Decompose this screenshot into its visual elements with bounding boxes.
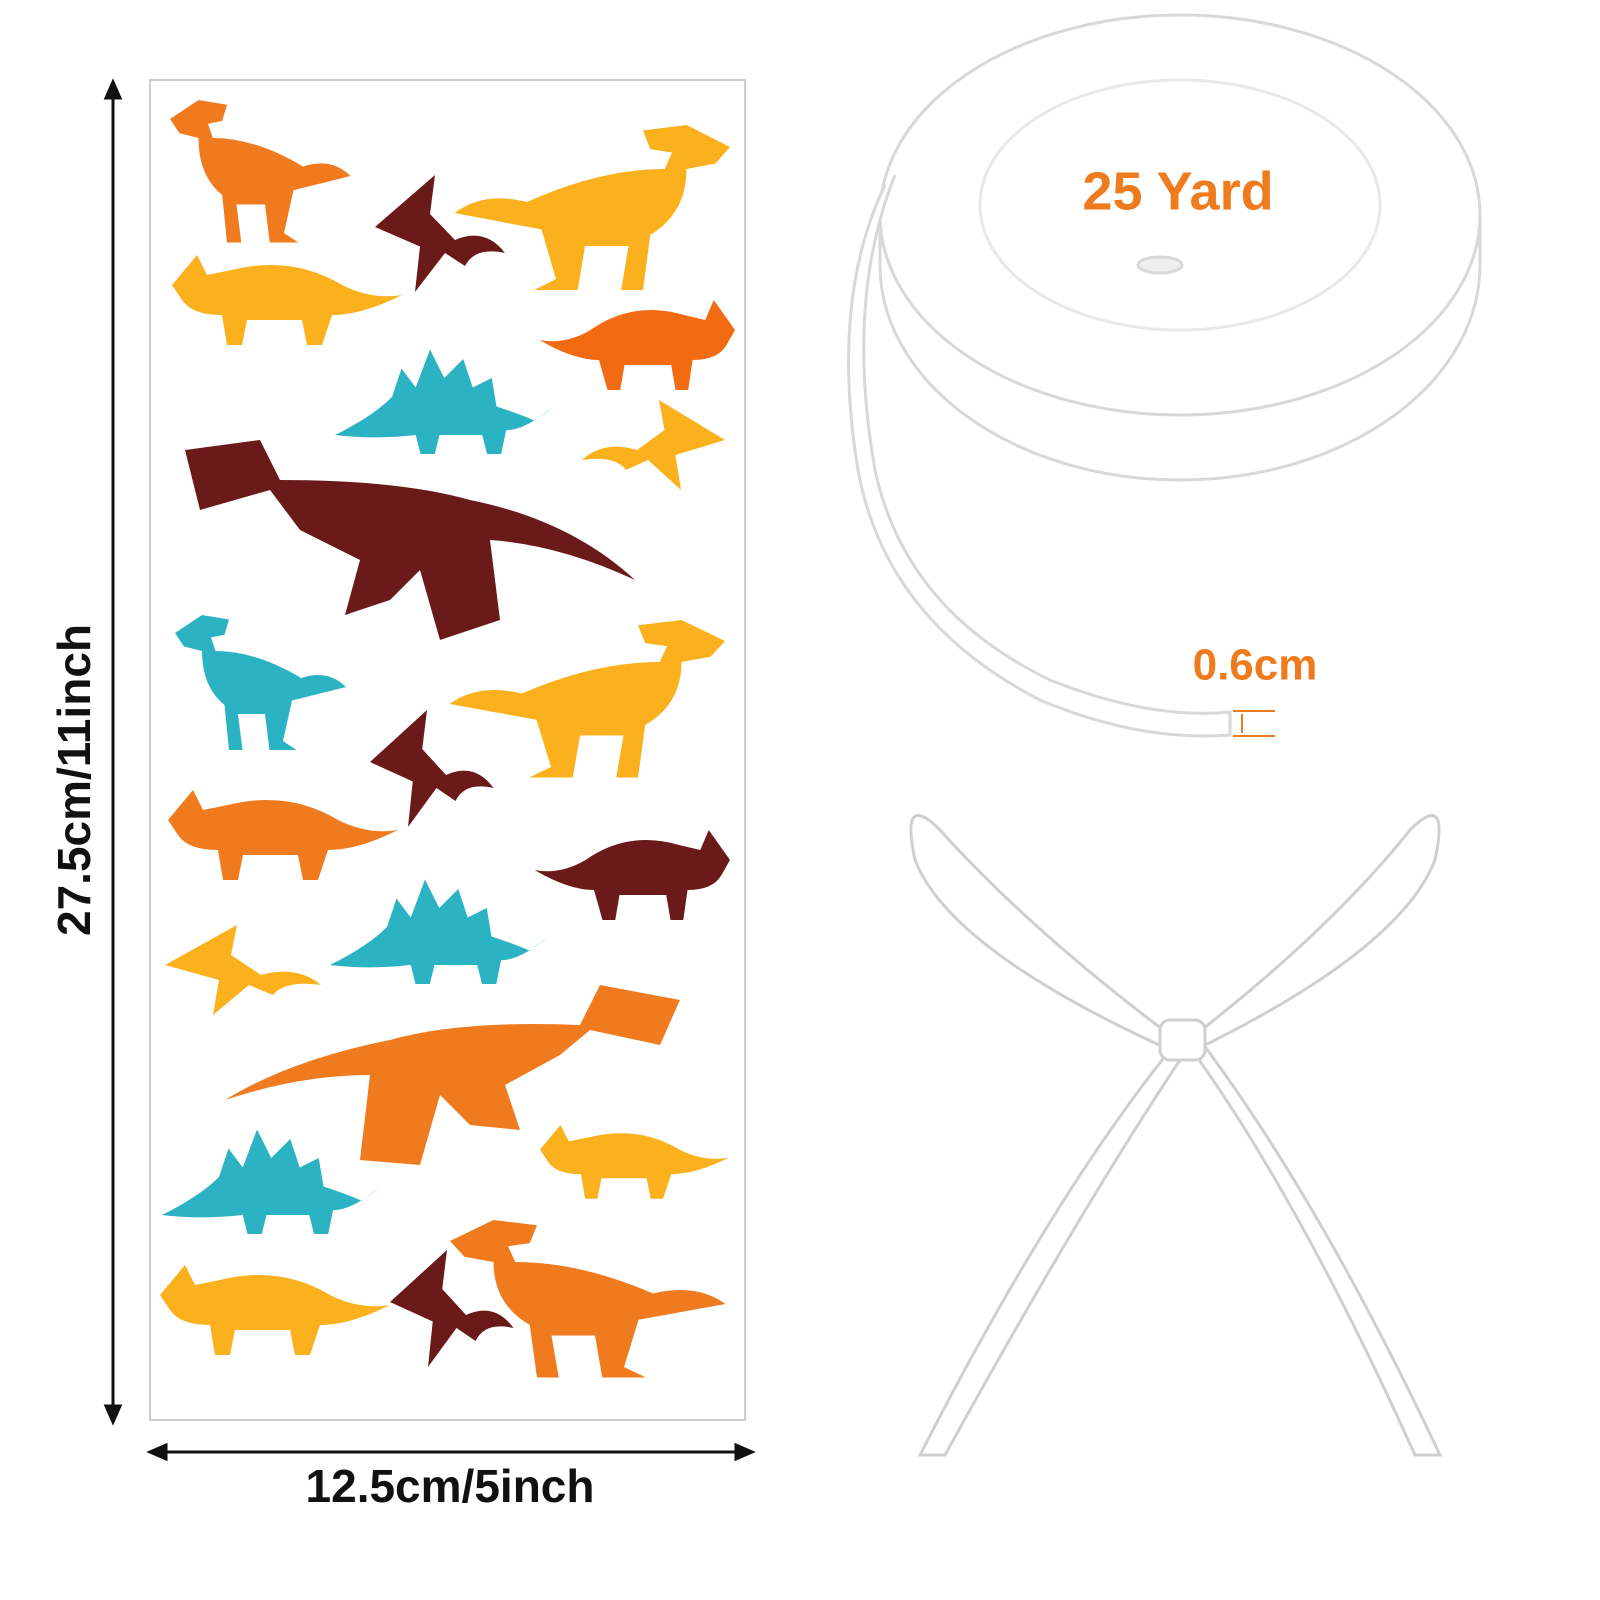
ribbon-bow [909, 814, 1443, 1457]
dinosaur-prints [160, 100, 735, 1378]
width-label: 12.5cm/5inch [306, 1460, 595, 1512]
height-label: 27.5cm/11inch [48, 624, 100, 936]
ribbon-spool [847, 13, 1482, 738]
dimension-arrows [103, 78, 756, 1462]
ribbon-width-label: 0.6cm [1193, 641, 1318, 690]
width-marker [1233, 710, 1275, 737]
length-label: 25 Yard [1082, 161, 1273, 221]
skeleton [185, 440, 635, 640]
skeleton [225, 985, 680, 1165]
